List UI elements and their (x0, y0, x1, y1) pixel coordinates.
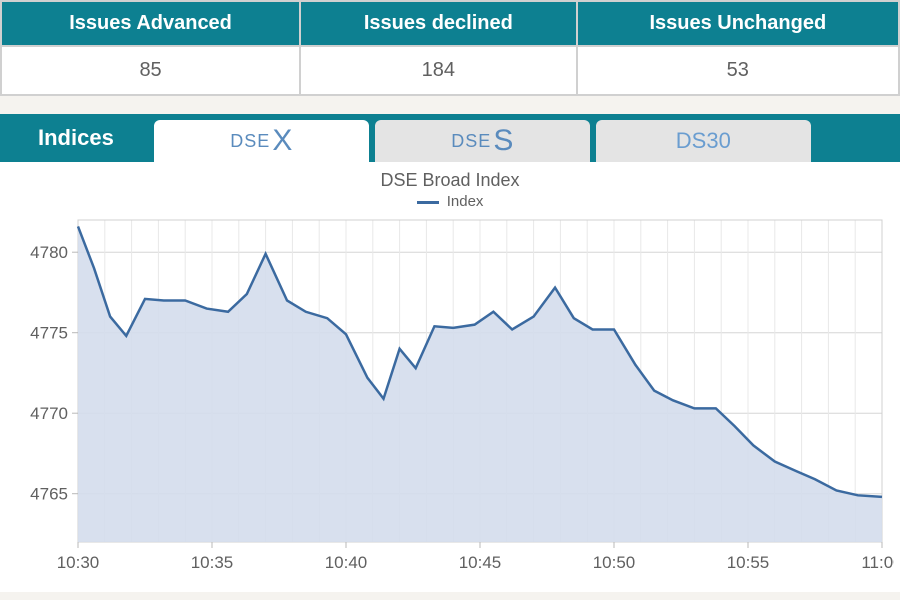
svg-text:4775: 4775 (30, 324, 68, 343)
col-header-declined: Issues declined (300, 1, 576, 46)
svg-text:10:50: 10:50 (593, 553, 636, 572)
line-chart: 4765 4770 4775 4780 10:30 10:35 10:40 10:45 10:5… (6, 212, 894, 582)
chart-container: DSE Broad Index Index 4765 4770 4775 4780 10… (0, 162, 900, 592)
chart-title: DSE Broad Index (6, 170, 894, 191)
tab-prefix: DSE (451, 131, 491, 152)
col-header-unchanged: Issues Unchanged (577, 1, 899, 46)
svg-text:10:35: 10:35 (191, 553, 234, 572)
issues-summary-table: Issues Advanced Issues declined Issues U… (0, 0, 900, 96)
cell-unchanged: 53 (577, 46, 899, 95)
svg-text:11:00: 11:00 (861, 553, 894, 572)
svg-text:10:45: 10:45 (459, 553, 502, 572)
svg-text:4770: 4770 (30, 404, 68, 423)
tab-dsex[interactable]: DSE X (154, 120, 369, 162)
svg-text:10:30: 10:30 (57, 553, 100, 572)
svg-text:4765: 4765 (30, 485, 68, 504)
tab-label: DS30 (676, 128, 731, 154)
chart-legend: Index (6, 193, 894, 210)
svg-text:10:55: 10:55 (727, 553, 770, 572)
legend-label: Index (447, 193, 484, 210)
tab-ds30[interactable]: DS30 (596, 120, 811, 162)
tab-dses[interactable]: DSE S (375, 120, 590, 162)
svg-text:10:40: 10:40 (325, 553, 368, 572)
indices-label: Indices (10, 115, 154, 161)
cell-advanced: 85 (1, 46, 300, 95)
tab-prefix: DSE (230, 131, 270, 152)
tab-suffix: S (493, 124, 513, 158)
col-header-advanced: Issues Advanced (1, 1, 300, 46)
cell-declined: 184 (300, 46, 576, 95)
table-row: 85 184 53 (1, 46, 899, 95)
legend-swatch (417, 201, 439, 204)
tabs-bar: Indices DSE X DSE S DS30 (0, 114, 900, 162)
tab-suffix: X (272, 124, 292, 158)
svg-text:4780: 4780 (30, 243, 68, 262)
